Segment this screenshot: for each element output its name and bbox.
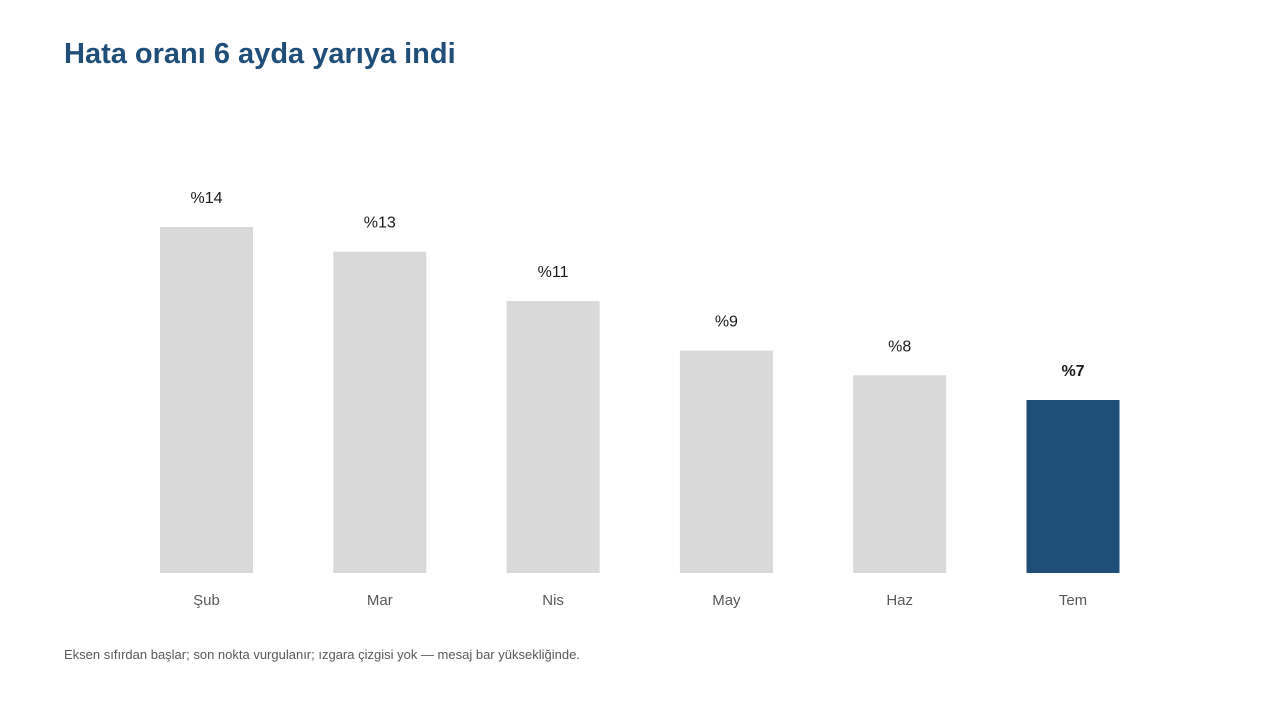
bar-May — [679, 350, 773, 573]
category-label-May: May — [712, 592, 741, 609]
chart-title: Hata oranı 6 ayda yarıya indi — [64, 38, 456, 70]
value-label-Haz: %8 — [888, 338, 911, 355]
value-label-Mar: %13 — [364, 215, 396, 232]
bar-Mar — [333, 251, 427, 573]
value-label-Şub: %14 — [190, 190, 222, 207]
value-label-Nis: %11 — [538, 264, 569, 281]
bar-Nis — [506, 301, 600, 573]
chart-footnote: Eksen sıfırdan başlar; son nokta vurgula… — [64, 647, 580, 662]
category-label-Tem: Tem — [1059, 592, 1087, 609]
bar-Haz — [853, 375, 947, 573]
bar-Şub — [160, 227, 253, 573]
category-label-Şub: Şub — [193, 592, 220, 609]
value-label-Tem: %7 — [1061, 363, 1084, 380]
value-label-May: %9 — [715, 314, 738, 331]
category-label-Nis: Nis — [542, 592, 564, 609]
category-label-Mar: Mar — [367, 592, 393, 609]
bar-Tem — [1026, 400, 1120, 573]
category-label-Haz: Haz — [886, 592, 913, 609]
